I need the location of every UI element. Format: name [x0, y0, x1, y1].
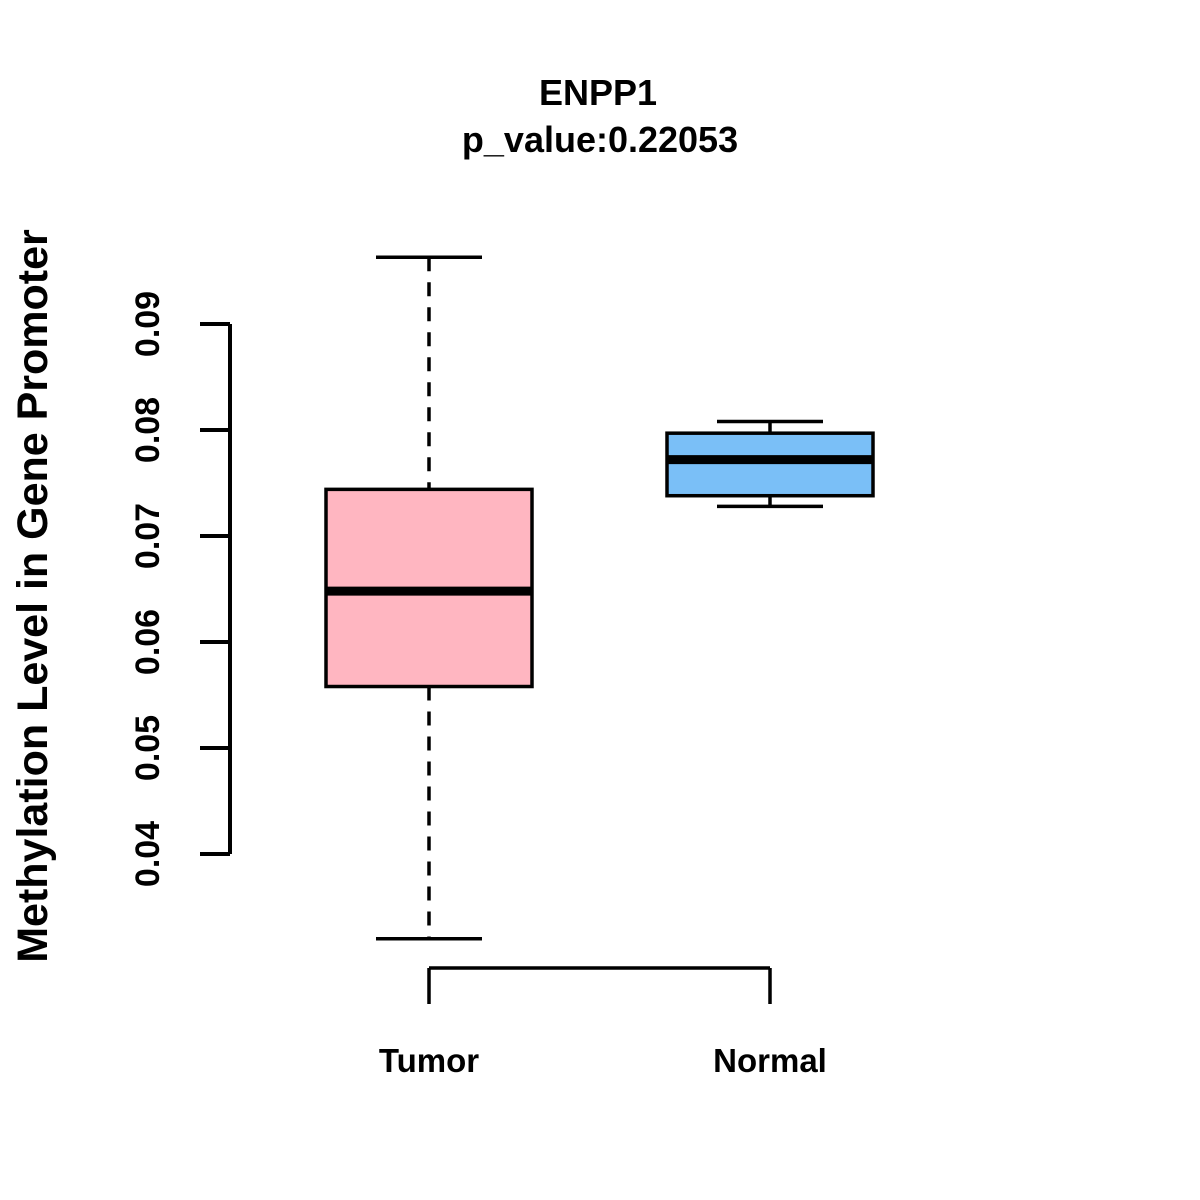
y-tick-label: 0.08 [129, 397, 167, 463]
y-tick-label: 0.09 [129, 291, 167, 357]
iqr-box-normal [665, 431, 875, 498]
x-category-label: Normal [713, 1042, 827, 1079]
chart-subtitle: p_value:0.22053 [462, 119, 738, 160]
y-tick-label: 0.05 [129, 715, 167, 781]
x-category-label: Tumor [379, 1042, 479, 1079]
y-tick-label: 0.04 [129, 821, 167, 887]
chart-layer: 0.04 0.05 0.06 0.07 0.08 0.09 Tumor Normal [129, 255, 875, 1079]
y-tick-label: 0.06 [129, 609, 167, 675]
y-axis-label: Methylation Level in Gene Promoter [9, 229, 57, 963]
chart-title: ENPP1 [539, 72, 657, 113]
y-tick-label: 0.07 [129, 503, 167, 569]
